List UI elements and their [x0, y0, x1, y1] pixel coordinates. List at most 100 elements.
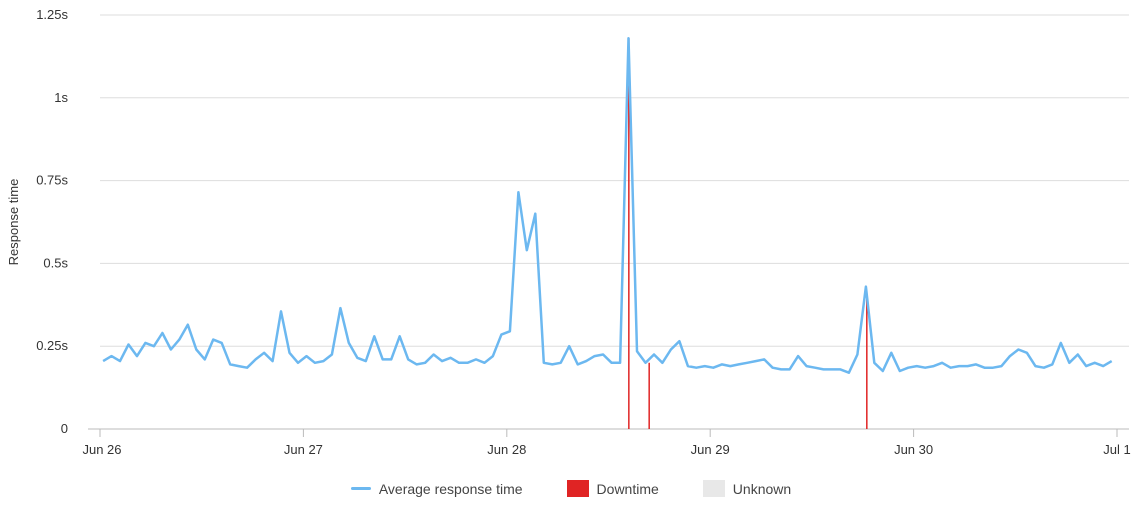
avg-response-point[interactable] [786, 365, 794, 373]
avg-response-point[interactable] [370, 332, 378, 340]
avg-response-point[interactable] [464, 359, 472, 367]
avg-response-point[interactable] [514, 188, 522, 196]
avg-response-point[interactable] [523, 246, 531, 254]
avg-response-point[interactable] [582, 357, 590, 365]
avg-response-point[interactable] [853, 351, 861, 359]
avg-response-point[interactable] [531, 210, 539, 218]
avg-response-point[interactable] [692, 364, 700, 372]
avg-response-point[interactable] [574, 360, 582, 368]
avg-response-point[interactable] [1014, 346, 1022, 354]
avg-response-point[interactable] [735, 360, 743, 368]
avg-response-point[interactable] [540, 359, 548, 367]
avg-response-point[interactable] [794, 352, 802, 360]
avg-response-point[interactable] [642, 359, 650, 367]
avg-response-point[interactable] [404, 355, 412, 363]
avg-response-point[interactable] [608, 359, 616, 367]
avg-response-point[interactable] [353, 354, 361, 362]
avg-response-point[interactable] [192, 346, 200, 354]
avg-response-point[interactable] [887, 349, 895, 357]
avg-response-point[interactable] [904, 364, 912, 372]
avg-response-point[interactable] [226, 360, 234, 368]
avg-response-point[interactable] [175, 336, 183, 344]
avg-response-point[interactable] [938, 359, 946, 367]
avg-response-point[interactable] [1006, 352, 1014, 360]
avg-response-point[interactable] [650, 351, 658, 359]
avg-response-point[interactable] [319, 357, 327, 365]
avg-response-point[interactable] [896, 367, 904, 375]
avg-response-point[interactable] [998, 362, 1006, 370]
avg-response-point[interactable] [413, 360, 421, 368]
avg-response-point[interactable] [108, 352, 116, 360]
avg-response-point[interactable] [286, 349, 294, 357]
avg-response-point[interactable] [1031, 362, 1039, 370]
avg-response-point[interactable] [303, 352, 311, 360]
avg-response-point[interactable] [328, 351, 336, 359]
avg-response-point[interactable] [252, 355, 260, 363]
avg-response-point[interactable] [497, 331, 505, 339]
avg-response-point[interactable] [658, 359, 666, 367]
avg-response-point[interactable] [158, 329, 166, 337]
avg-response-point[interactable] [1065, 359, 1073, 367]
avg-response-point[interactable] [726, 362, 734, 370]
avg-response-point[interactable] [760, 355, 768, 363]
avg-response-point[interactable] [769, 364, 777, 372]
avg-response-point[interactable] [472, 355, 480, 363]
avg-response-point[interactable] [489, 352, 497, 360]
avg-response-point[interactable] [955, 362, 963, 370]
avg-response-point[interactable] [599, 351, 607, 359]
avg-response-point[interactable] [675, 337, 683, 345]
avg-response-point[interactable] [243, 364, 251, 372]
avg-response-point[interactable] [879, 367, 887, 375]
avg-response-point[interactable] [718, 360, 726, 368]
avg-response-point[interactable] [447, 354, 455, 362]
avg-response-point[interactable] [1023, 349, 1031, 357]
avg-response-point[interactable] [557, 359, 565, 367]
avg-response-point[interactable] [396, 332, 404, 340]
avg-response-point[interactable] [743, 359, 751, 367]
avg-response-point[interactable] [387, 355, 395, 363]
avg-response-point[interactable] [150, 342, 158, 350]
avg-response-point[interactable] [633, 347, 641, 355]
avg-response-point[interactable] [625, 34, 633, 42]
avg-response-point[interactable] [836, 365, 844, 373]
avg-response-point[interactable] [964, 362, 972, 370]
avg-response-point[interactable] [930, 362, 938, 370]
avg-response-point[interactable] [421, 359, 429, 367]
avg-response-point[interactable] [1074, 351, 1082, 359]
legend-item-avg[interactable]: Average response time [350, 480, 523, 497]
avg-response-point[interactable] [1048, 360, 1056, 368]
avg-response-point[interactable] [269, 357, 277, 365]
avg-response-point[interactable] [133, 352, 141, 360]
avg-response-point[interactable] [1091, 359, 1099, 367]
avg-response-point[interactable] [591, 352, 599, 360]
avg-response-point[interactable] [913, 362, 921, 370]
avg-response-point[interactable] [430, 351, 438, 359]
avg-response-point[interactable] [125, 341, 133, 349]
avg-response-point[interactable] [116, 357, 124, 365]
avg-response-point[interactable] [548, 360, 556, 368]
avg-response-point[interactable] [345, 339, 353, 347]
avg-response-point[interactable] [616, 359, 624, 367]
avg-response-point[interactable] [481, 359, 489, 367]
avg-response-point[interactable] [921, 364, 929, 372]
avg-response-point[interactable] [752, 357, 760, 365]
avg-response-point[interactable] [565, 342, 573, 350]
avg-response-point[interactable] [99, 357, 107, 365]
avg-response-point[interactable] [947, 364, 955, 372]
avg-response-point[interactable] [141, 339, 149, 347]
avg-response-point[interactable] [989, 364, 997, 372]
avg-response-point[interactable] [684, 362, 692, 370]
avg-response-point[interactable] [311, 359, 319, 367]
avg-response-point[interactable] [1057, 339, 1065, 347]
avg-response-point[interactable] [235, 362, 243, 370]
avg-response-point[interactable] [777, 365, 785, 373]
avg-response-point[interactable] [294, 359, 302, 367]
avg-response-point[interactable] [828, 365, 836, 373]
avg-response-point[interactable] [845, 369, 853, 377]
avg-response-point[interactable] [1099, 362, 1107, 370]
avg-response-point[interactable] [438, 357, 446, 365]
avg-response-point[interactable] [972, 360, 980, 368]
avg-response-point[interactable] [506, 327, 514, 335]
legend-item-unknown[interactable]: Unknown [702, 480, 791, 497]
avg-response-point[interactable] [362, 357, 370, 365]
